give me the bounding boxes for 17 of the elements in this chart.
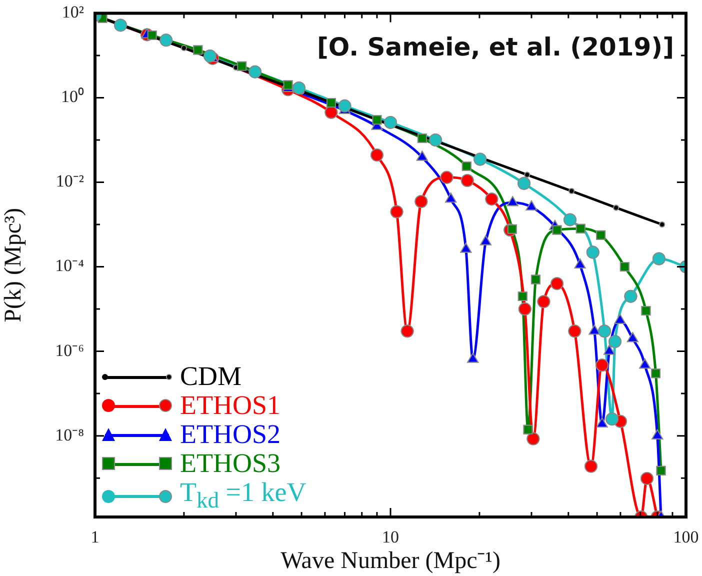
legend-label: ETHOS2 [180,419,280,449]
x-axis-title: Wave Number (Mpc⁻¹) [280,548,500,574]
x-tick-label: 100 [673,528,699,547]
x-tick-label: 10 [382,528,399,547]
annotation: [O. Sameie, et al. (2019)] [316,32,674,62]
legend-label: ETHOS3 [180,448,280,478]
legend-label: CDM [180,361,242,391]
y-tick-label: 10⁻² [56,172,84,191]
y-tick-label: 10⁻⁴ [55,256,84,276]
x-tick-label: 1 [90,528,100,547]
y-tick-label: 10² [62,2,84,22]
legend-label: T$_{kd}$ =1 keV [180,477,306,514]
y-tick-label: 10⁻⁶ [55,340,84,360]
y-axis-title: P(k) (Mpc³) [0,208,27,322]
y-tick-label: 10⁰ [61,87,84,106]
y-tick-label: 10⁻⁸ [55,425,84,444]
legend-label: ETHOS1 [180,390,280,420]
